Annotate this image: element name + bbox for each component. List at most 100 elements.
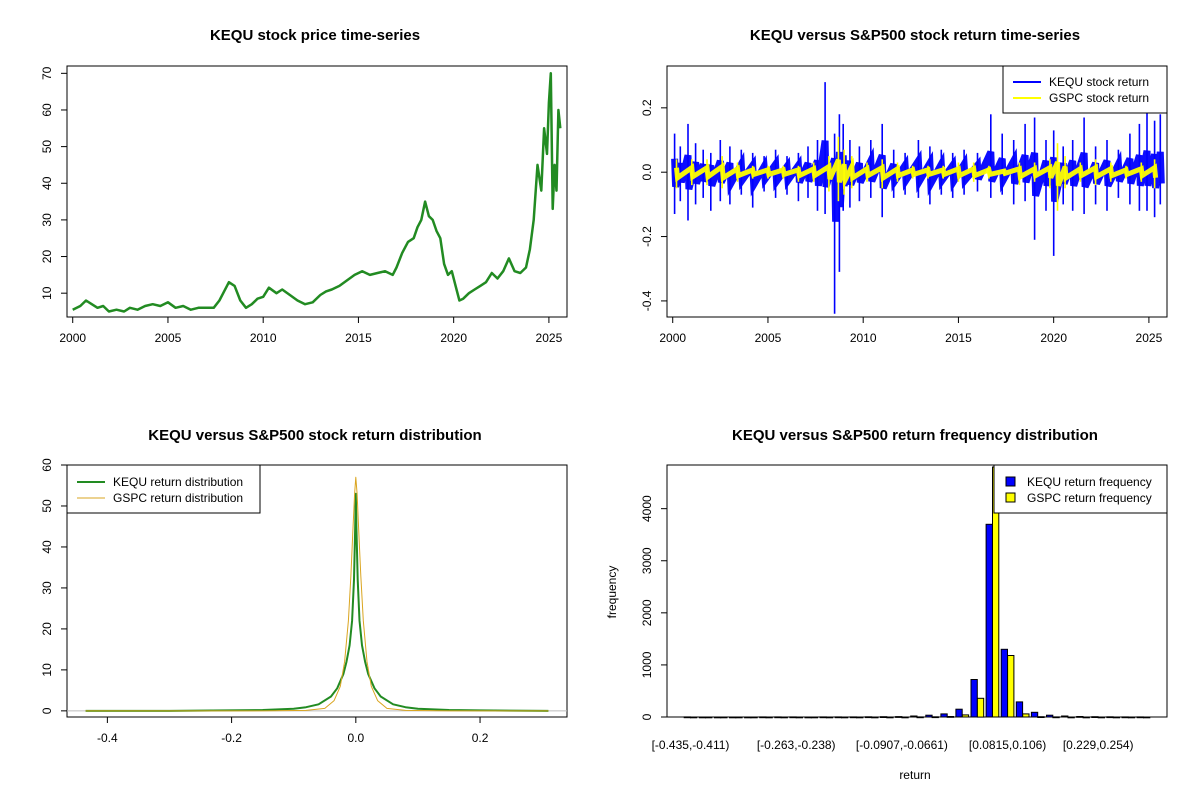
gspc-frequency-bar bbox=[1082, 716, 1090, 719]
gspc-frequency-bar bbox=[750, 716, 758, 719]
price-series-line bbox=[72, 72, 562, 313]
x-tick-label: 2000 bbox=[59, 331, 86, 345]
gspc-frequency-bar bbox=[720, 716, 728, 719]
y-tick-label: 40 bbox=[40, 540, 54, 554]
plot-frame bbox=[66, 65, 568, 318]
keq-frequency-bar bbox=[789, 716, 797, 719]
keq-frequency-bar bbox=[925, 714, 933, 718]
y-tick-label: 0 bbox=[40, 707, 54, 714]
chart-title: KEQU versus S&P500 stock return distribu… bbox=[148, 427, 481, 444]
y-tick-label: -0.2 bbox=[640, 226, 654, 247]
legend-label: GSPC return distribution bbox=[113, 491, 243, 505]
gspc-frequency-bar bbox=[1097, 716, 1105, 719]
return-frequency-panel: KEQU versus S&P500 return frequency dist… bbox=[605, 427, 1168, 782]
gspc-frequency-bar bbox=[1007, 655, 1015, 718]
keq-frequency-bar bbox=[940, 713, 948, 718]
gspc-return-series bbox=[674, 136, 1159, 211]
y-tick-label: 30 bbox=[40, 213, 54, 227]
gspc-frequency-bar bbox=[705, 716, 713, 719]
y-axis-label: frequency bbox=[605, 566, 619, 619]
y-tick-label: 10 bbox=[40, 286, 54, 300]
y-tick-label: 3000 bbox=[640, 547, 654, 574]
y-tick-label: 50 bbox=[40, 499, 54, 513]
chart-title: KEQU versus S&P500 return frequency dist… bbox=[732, 427, 1098, 444]
x-tick-label: 2005 bbox=[755, 331, 782, 345]
keq-frequency-bar bbox=[759, 716, 767, 719]
y-tick-label: 60 bbox=[40, 458, 54, 472]
keq-frequency-bar bbox=[1061, 715, 1069, 718]
keq-frequency-bar bbox=[804, 716, 812, 719]
x-tick-label: 2010 bbox=[850, 331, 877, 345]
x-tick-label: 2025 bbox=[536, 331, 563, 345]
legend: KEQU return frequency GSPC return freque… bbox=[993, 464, 1168, 514]
plot-frame bbox=[66, 464, 568, 718]
gspc-frequency-bar bbox=[1067, 716, 1075, 719]
gspc-frequency-bar bbox=[1037, 716, 1045, 719]
keq-frequency-bar bbox=[698, 716, 707, 719]
keq-frequency-bar bbox=[985, 523, 993, 718]
y-tick-label: 20 bbox=[40, 250, 54, 264]
keq-density-line bbox=[85, 492, 549, 712]
keq-frequency-bar bbox=[955, 708, 963, 718]
y-tick-label: 0.2 bbox=[640, 99, 654, 116]
x-tick-label: 2005 bbox=[155, 331, 182, 345]
keq-frequency-bar bbox=[683, 716, 692, 719]
x-tick-label: [-0.0907,-0.0661) bbox=[856, 738, 948, 752]
x-tick-label: [0.0815,0.106) bbox=[969, 738, 1046, 752]
y-tick-label: 50 bbox=[40, 140, 54, 154]
gspc-frequency-bar bbox=[735, 716, 743, 719]
gspc-frequency-bar bbox=[1112, 716, 1121, 719]
return-timeseries-panel: KEQU versus S&P500 stock return time-ser… bbox=[640, 27, 1168, 345]
gspc-frequency-bar bbox=[916, 716, 924, 719]
y-tick-label: 2000 bbox=[640, 599, 654, 626]
keq-frequency-bar bbox=[864, 716, 873, 719]
keq-frequency-bar bbox=[880, 716, 888, 719]
keq-frequency-bar bbox=[970, 679, 978, 718]
x-tick-label: -0.2 bbox=[221, 731, 242, 745]
keq-frequency-bar bbox=[774, 716, 782, 719]
legend-label: GSPC stock return bbox=[1049, 91, 1149, 105]
x-tick-label: -0.4 bbox=[97, 731, 118, 745]
gspc-frequency-bar bbox=[856, 716, 864, 719]
keq-frequency-bar bbox=[1076, 716, 1084, 718]
legend-swatch-keq bbox=[1005, 476, 1016, 487]
keq-frequency-bar bbox=[1015, 701, 1024, 718]
x-tick-label: 2015 bbox=[345, 331, 372, 345]
legend: KEQU return distribution GSPC return dis… bbox=[66, 464, 261, 514]
gspc-frequency-bar bbox=[841, 716, 849, 719]
y-tick-label: -0.4 bbox=[640, 290, 654, 311]
x-tick-label: 0.0 bbox=[347, 731, 364, 745]
legend-label: KEQU stock return bbox=[1049, 75, 1149, 89]
gspc-frequency-bar bbox=[901, 716, 909, 719]
chart-title: KEQU versus S&P500 stock return time-ser… bbox=[750, 27, 1080, 44]
gspc-frequency-bar bbox=[780, 716, 788, 719]
keq-frequency-bar bbox=[895, 716, 903, 718]
keq-frequency-bar bbox=[713, 716, 722, 719]
gspc-frequency-bar bbox=[765, 716, 773, 719]
x-tick-label: 2020 bbox=[440, 331, 467, 345]
keq-frequency-bar bbox=[1030, 711, 1039, 718]
keq-frequency-bar bbox=[834, 716, 843, 719]
y-tick-label: 1000 bbox=[640, 651, 654, 678]
x-tick-label: 0.2 bbox=[472, 731, 489, 745]
gspc-frequency-bar bbox=[871, 716, 879, 719]
y-tick-label: 20 bbox=[40, 622, 54, 636]
keq-frequency-bar bbox=[1106, 716, 1114, 719]
keq-frequency-bar bbox=[729, 716, 737, 719]
gspc-frequency-bar bbox=[690, 716, 698, 719]
legend: KEQU stock return GSPC stock return bbox=[1002, 65, 1168, 114]
gspc-frequency-bar bbox=[976, 697, 985, 718]
keq-frequency-bar bbox=[1121, 716, 1129, 719]
x-tick-label: 2015 bbox=[945, 331, 972, 345]
legend-label: GSPC return frequency bbox=[1027, 491, 1152, 505]
y-tick-label: 70 bbox=[40, 66, 54, 80]
gspc-frequency-bar bbox=[1143, 716, 1151, 719]
chart-title: KEQU stock price time-series bbox=[210, 27, 420, 44]
gspc-return-series-line bbox=[674, 157, 1159, 190]
gspc-frequency-bar bbox=[961, 714, 970, 718]
x-tick-label: 2025 bbox=[1136, 331, 1163, 345]
keq-frequency-bar bbox=[1000, 648, 1009, 718]
price-timeseries-panel: KEQU stock price time-series 2000 2005 201… bbox=[40, 27, 568, 345]
keq-frequency-bar bbox=[819, 716, 827, 719]
